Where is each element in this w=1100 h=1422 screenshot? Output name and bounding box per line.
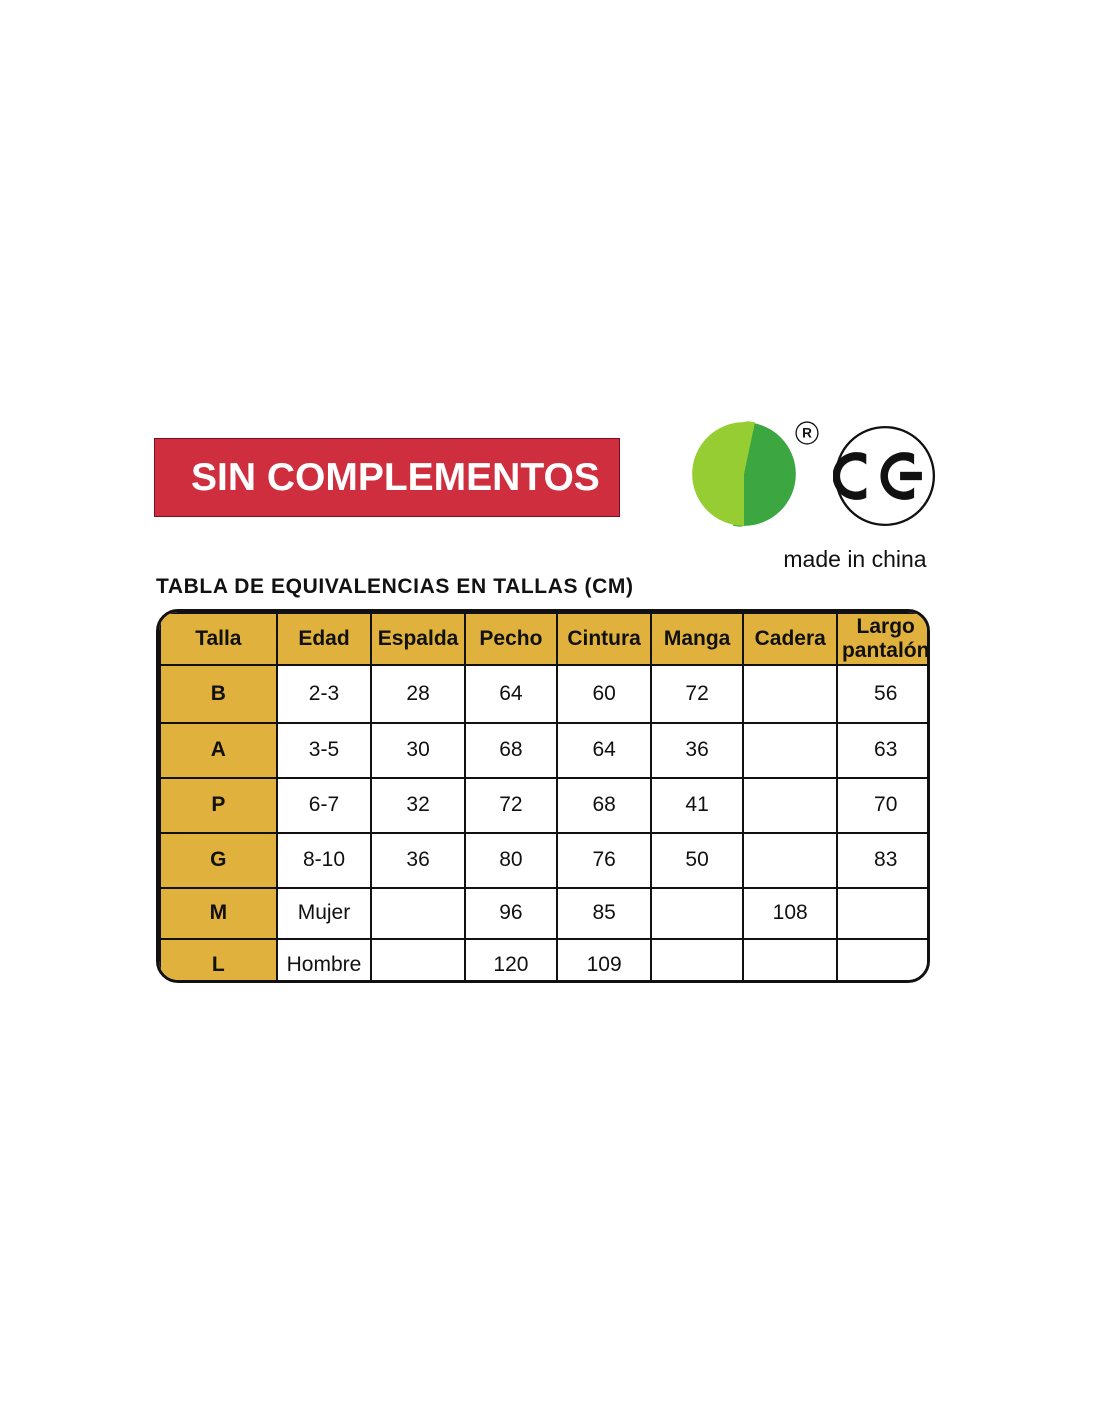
svg-text:R: R — [802, 426, 812, 441]
